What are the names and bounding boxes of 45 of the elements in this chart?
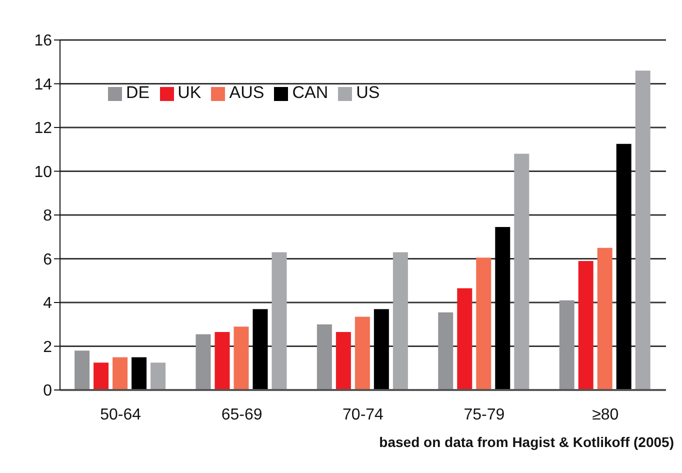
x-tick-label: 65-69 (221, 406, 262, 424)
bar (635, 70, 650, 390)
y-tick-label: 0 (43, 382, 52, 400)
x-tick-label: 50-64 (100, 406, 142, 424)
text: based on data from Hagist & Kotlikoff (2005) (378, 434, 674, 450)
legend-label: UK (178, 83, 202, 102)
bar (214, 332, 230, 390)
bar (597, 248, 612, 390)
bar (316, 324, 332, 390)
y-tick-label: 2 (43, 338, 52, 356)
bar (616, 144, 632, 390)
y-tick-label: 10 (34, 164, 52, 181)
bar (374, 309, 389, 390)
y-tick-label: 4 (43, 295, 52, 312)
bar (392, 252, 408, 390)
bar (578, 260, 594, 390)
bar (196, 334, 211, 390)
bar (514, 154, 530, 390)
bar (476, 258, 492, 390)
y-tick-label: 8 (43, 208, 52, 225)
bar (457, 288, 472, 390)
bar (150, 362, 166, 390)
bar (94, 362, 109, 390)
bar (354, 316, 370, 390)
bar (495, 227, 510, 390)
x-tick-label: 75-79 (464, 406, 505, 424)
legend-label: US (356, 83, 380, 102)
legend-label: CAN (292, 83, 328, 102)
y-tick-label: 12 (34, 120, 52, 138)
x-tick-label: ≥80 (592, 406, 619, 424)
bar (559, 300, 574, 390)
bar (112, 357, 128, 390)
legend-label: DE (126, 83, 150, 102)
bar (234, 326, 249, 390)
bar (438, 312, 454, 390)
bar (252, 309, 268, 390)
bar (336, 332, 351, 390)
x-tick-label: 70-74 (342, 406, 384, 424)
bar (132, 357, 147, 390)
y-tick-label: 6 (43, 251, 52, 268)
y-tick-label: 14 (34, 76, 52, 94)
y-tick-label: 16 (34, 32, 52, 50)
bar (74, 350, 90, 390)
legend-label: AUS (229, 83, 264, 102)
bar (272, 252, 287, 390)
